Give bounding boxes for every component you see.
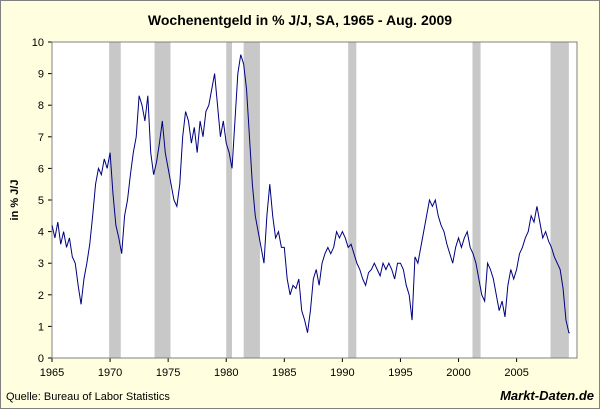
- x-tick-label: 1990: [330, 367, 354, 379]
- y-tick-label: 7: [38, 132, 44, 144]
- y-tick-label: 0: [38, 353, 44, 365]
- shaded-period: [348, 42, 357, 358]
- shaded-period: [243, 42, 260, 358]
- y-tick-label: 5: [38, 195, 44, 207]
- shaded-period: [226, 42, 233, 358]
- x-tick-label: 1980: [214, 367, 238, 379]
- x-tick-label: 2000: [446, 367, 470, 379]
- shaded-period: [109, 42, 121, 358]
- chart-title: Wochenentgeld in % J/J, SA, 1965 - Aug. …: [148, 12, 452, 28]
- y-axis-label: in % J/J: [9, 180, 21, 221]
- y-tick-label: 1: [38, 321, 44, 333]
- y-tick-label: 9: [38, 69, 44, 81]
- x-tick-label: 1985: [272, 367, 296, 379]
- x-tick-label: 2005: [504, 367, 528, 379]
- shaded-period: [472, 42, 481, 358]
- y-tick-label: 3: [38, 258, 44, 270]
- x-tick-label: 1995: [388, 367, 412, 379]
- line-series: [51, 54, 570, 334]
- plot-area: [52, 42, 577, 358]
- shaded-period: [154, 42, 171, 358]
- source: Quelle: Bureau of Labor Statistics: [6, 391, 170, 403]
- x-tick-label: 1975: [156, 367, 180, 379]
- y-tick-label: 10: [32, 37, 44, 49]
- y-tick-label: 4: [38, 227, 44, 239]
- x-tick-label: 1970: [98, 367, 122, 379]
- shaded-period: [550, 42, 569, 358]
- x-tick-label: 1965: [40, 367, 64, 379]
- y-tick-label: 6: [38, 163, 44, 175]
- brand: Markt-Daten.de: [500, 388, 594, 403]
- y-tick-label: 8: [38, 100, 44, 112]
- y-tick-label: 2: [38, 290, 44, 302]
- plot-frame: [51, 41, 578, 359]
